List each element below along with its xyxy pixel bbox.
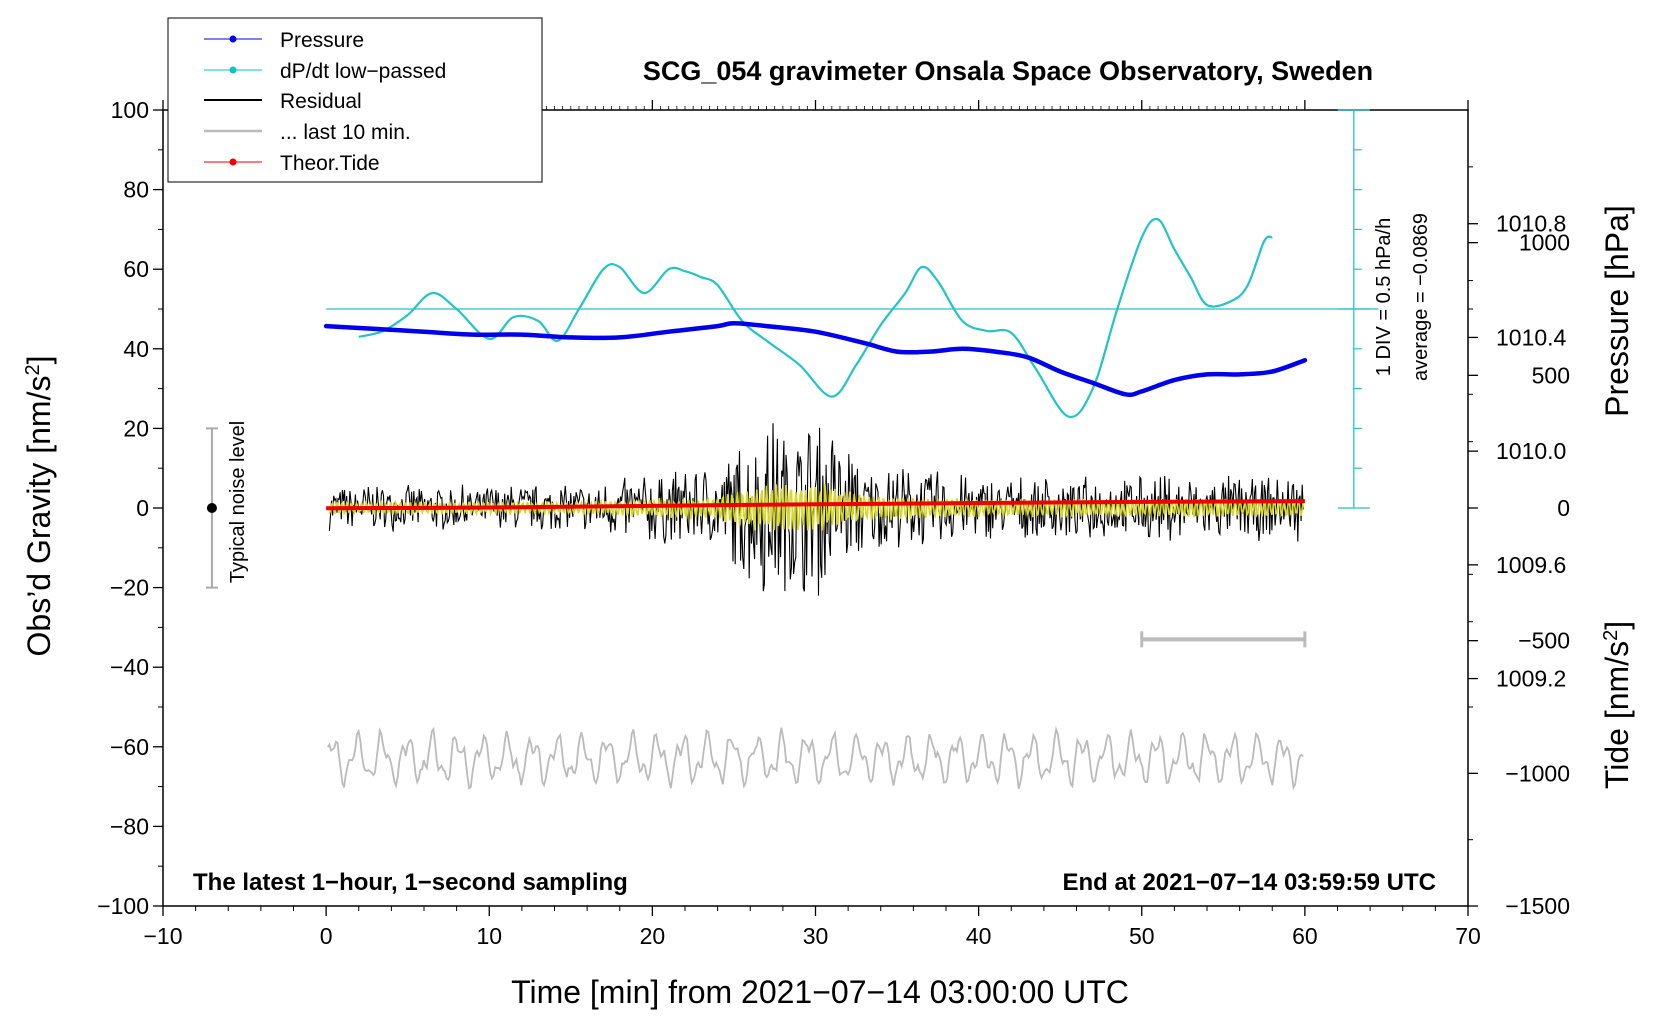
x-tick-label-4: 30 [803, 923, 829, 949]
legend-label-dpdt: dP/dt low−passed [280, 60, 446, 83]
axes: −10 0 10 20 30 40 50 60 70100806040200−20−40−60−… [97, 97, 1570, 949]
y-tick-label-5: 0 [136, 495, 149, 521]
tide-tick-label-4: −1000 [1505, 760, 1570, 786]
x-tick-label-6: 50 [1129, 923, 1155, 949]
pressure-tick-label-0: 1010.8 [1496, 211, 1566, 237]
y-axis-label-pressure: Pressure [hPa] [1599, 205, 1635, 417]
last10-line [327, 725, 1304, 791]
y-tick-label-6: −20 [110, 575, 149, 601]
div-scale-label: 1 DIV = 0.5 hPa/h [1373, 218, 1395, 376]
pressure-tick-label-4: 1009.2 [1496, 666, 1566, 692]
chart-title: SCG_054 gravimeter Onsala Space Observat… [643, 56, 1373, 86]
pressure-tick-label-3: 1009.6 [1496, 552, 1566, 578]
x-tick-label-2: 10 [476, 923, 502, 949]
right-note: End at 2021−07−14 03:59:59 UTC [1062, 869, 1436, 896]
residual-line [328, 423, 1304, 596]
tide-tick-label-3: −500 [1518, 628, 1570, 654]
x-tick-label-3: 20 [640, 923, 666, 949]
x-tick-label-5: 40 [966, 923, 992, 949]
y-axis-label-tide-main: Tide [nm/s [1599, 641, 1635, 789]
legend: Pressure dP/dt low−passed Residual ... l… [167, 17, 543, 183]
y-axis-label-tide: Tide [nm/s2] [1599, 621, 1635, 789]
noise-level-label: Typical noise level [227, 421, 249, 583]
legend-label-pressure: Pressure [280, 29, 364, 52]
tide-tick-label-5: −1500 [1505, 893, 1570, 919]
x-axis-label: Time [min] from 2021−07−14 03:00:00 UTC [511, 974, 1129, 1010]
x-tick-label-8: 70 [1455, 923, 1481, 949]
legend-marker-tide [229, 158, 237, 166]
tide-line [326, 499, 1305, 511]
y-tick-label-2: 60 [123, 256, 149, 282]
tide-tick-label-2: 0 [1557, 495, 1570, 521]
y-tick-label-0: 100 [111, 97, 149, 123]
residual-filtered-line [328, 484, 1304, 531]
y-axis-label-tide-sup: 2 [1600, 630, 1622, 641]
x-tick-label-1: 0 [320, 923, 333, 949]
legend-label-tide: Theor.Tide [280, 152, 380, 175]
y-tick-label-3: 40 [123, 336, 149, 362]
y-tick-label-1: 80 [123, 177, 149, 203]
pressure-tick-label-2: 1010.0 [1496, 438, 1566, 464]
legend-label-last10: ... last 10 min. [280, 121, 411, 144]
legend-marker-pressure [229, 35, 237, 43]
y-axis-label-left-main: Obs’d Gravity [nm/s [21, 376, 57, 657]
y-tick-label-9: −80 [110, 813, 149, 839]
y-tick-label-10: −100 [97, 893, 149, 919]
y-axis-label-left: Obs’d Gravity [nm/s2] [21, 356, 57, 657]
y-tick-label-7: −40 [110, 654, 149, 680]
y-tick-label-4: 20 [123, 415, 149, 441]
legend-marker-dpdt [229, 66, 237, 74]
series [323, 217, 1308, 791]
pressure-line [323, 320, 1308, 398]
x-tick-label-7: 60 [1292, 923, 1318, 949]
pressure-tick-label-1: 1010.4 [1496, 324, 1567, 350]
x-tick-label-0: −10 [143, 923, 182, 949]
dpdt-line [358, 217, 1273, 419]
y-tick-label-8: −60 [110, 734, 149, 760]
y-axis-label-left-end: ] [21, 356, 57, 365]
tide-tick-label-1: 500 [1532, 362, 1570, 388]
average-label: average = −0.0869 [1410, 213, 1432, 381]
left-note: The latest 1−hour, 1−second sampling [193, 869, 628, 896]
tide-tick-label-0: 1000 [1519, 230, 1570, 256]
noise-bar-center-dot [206, 503, 217, 513]
legend-label-residual: Residual [280, 90, 362, 113]
y-axis-label-left-sup: 2 [22, 364, 44, 375]
annotations [205, 109, 1379, 648]
y-axis-label-tide-end: ] [1599, 621, 1635, 630]
